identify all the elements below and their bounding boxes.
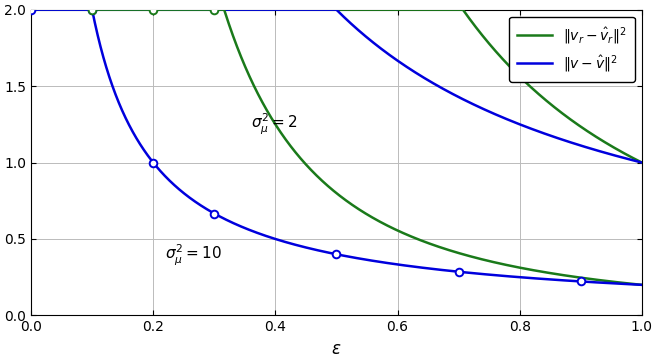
Legend: $\|v_r - \hat{v}_r\|^2$, $\|v - \hat{v}\|^2$: $\|v_r - \hat{v}_r\|^2$, $\|v - \hat{v}\… — [509, 17, 635, 82]
Text: $\sigma^2_\mu = 2$: $\sigma^2_\mu = 2$ — [251, 112, 298, 138]
Text: $\sigma^2_\mu = 10$: $\sigma^2_\mu = 10$ — [166, 243, 222, 268]
X-axis label: $\varepsilon$: $\varepsilon$ — [331, 340, 342, 358]
